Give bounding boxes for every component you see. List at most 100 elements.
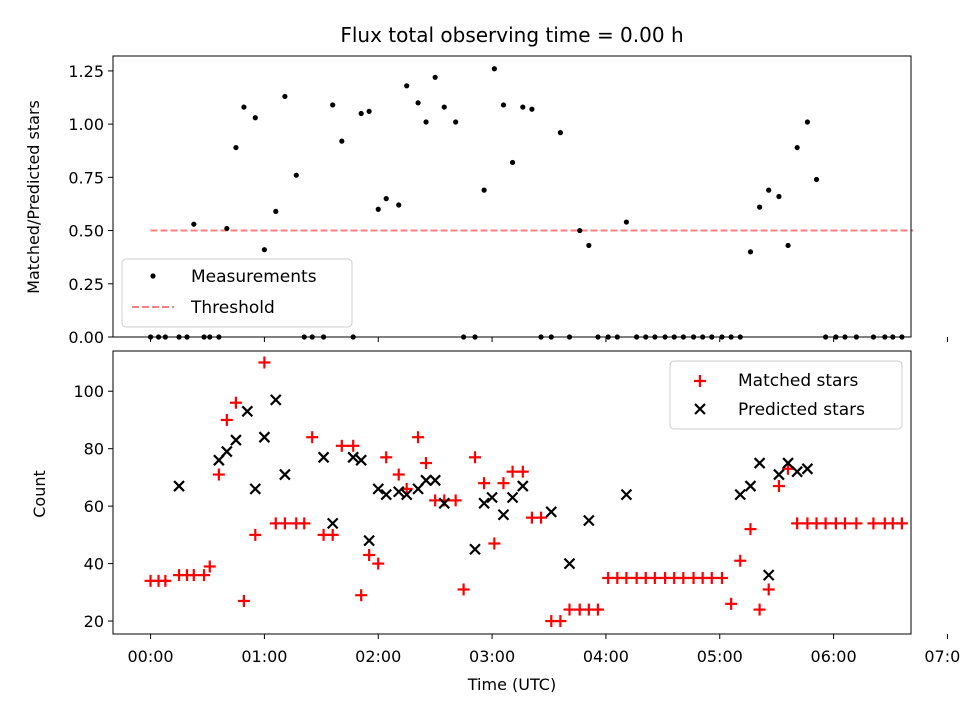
predicted-star-b [762,569,775,581]
predicted-star-marker [762,569,775,581]
predicted-star-b [782,457,794,469]
matched-star-marker [734,554,747,567]
measurement-point [785,242,791,249]
predicted-star-b [249,483,262,495]
ratio-y-axis-label: Matched/Predicted stars [24,100,43,294]
matched-star-marker [819,517,832,530]
measurement-point [481,187,487,193]
measurement-point [804,119,811,125]
predicted-star-b [392,486,405,498]
predicted-star-marker [486,491,498,504]
matched-star-marker [838,517,851,530]
measurement-point [794,144,800,151]
measurement-point [813,176,820,183]
predicted-star-b [420,474,432,487]
matched-star-marker [212,468,225,481]
measurement-point [586,242,592,249]
count-x-tick-label: 00:00 [128,647,174,666]
matched-star-marker [198,569,211,582]
ratio-y-ticks: 0.00 0.25 0.50 0.75 1.00 1.25 [68,62,113,347]
predicted-star-b [317,451,330,464]
legend-predicted-label: Predicted stars [738,400,865,420]
measurement-point [520,104,526,110]
matched-star-marker [258,356,271,369]
ratio-y-tick-label: 0.25 [68,275,104,294]
ratio-y-tick-label: 0.75 [68,168,104,187]
predicted-star-marker [773,468,785,481]
legend-measurements-label: Measurements [191,267,317,287]
ratio-y-tick-label: 0.00 [68,328,104,347]
matched-star-marker [203,560,216,573]
predicted-star-marker [791,465,803,478]
measurement-point [453,119,459,125]
predicted-star-marker [583,514,595,527]
predicted-star-marker [400,488,413,501]
measurement-point [776,193,782,200]
predicted-star-marker [420,474,432,487]
count-x-tick-label: 05:00 [697,647,743,666]
predicted-star-b [469,543,481,556]
count-y-tick-label: 20 [84,612,104,631]
matched-star-marker [380,451,393,464]
predicted-star-marker [249,483,262,495]
matched-star-marker [488,537,501,550]
predicted-star-b [347,451,359,464]
matched-star-marker [363,548,376,561]
matched-star-marker [762,583,775,596]
ratio-panel: Flux total observing time = 0.00 h Match… [24,23,948,347]
predicted-star-marker [355,454,367,466]
measurement-point [441,104,447,110]
matched-star-marker [705,571,718,584]
measurement-point [423,119,429,125]
legend-matched-label: Matched stars [738,371,858,391]
legend-matched-marker [694,375,706,387]
ratio-y-tick-label: 1.00 [68,115,104,134]
count-x-tick-label: 01:00 [241,647,287,666]
predicted-star-b [753,457,766,469]
predicted-star-b [497,508,510,521]
count-y-axis-label: Count [30,470,49,518]
predicted-star-marker [753,457,766,469]
measurement-point [330,102,336,108]
predicted-star-b [506,491,519,504]
ratio-legend-box [121,258,353,328]
count-x-tick-label: 03:00 [469,647,515,666]
matched-star-marker [335,439,348,452]
predicted-star-b [372,483,385,495]
predicted-star-marker [734,488,747,501]
predicted-star-b [400,488,413,501]
matched-star-marker [716,571,729,584]
count-x-tick-label: 07:00 [924,647,960,666]
predicted-star-b [258,431,271,443]
predicted-star-marker [258,431,271,443]
measurement-point [366,108,372,114]
ratio-legend: Measurements Threshold [121,258,353,328]
matched-star-marker [563,603,576,616]
matched-star-marker [159,574,172,587]
measurement-point [339,138,345,144]
count-markers-layer [144,356,908,628]
count-y-ticks: 20 40 60 80 100 [73,382,113,631]
count-x-tick-label: 02:00 [355,647,401,666]
matched-star-marker [497,477,510,490]
matched-star-marker [791,517,804,530]
matched-star-marker [850,517,863,530]
measurement-point [509,159,516,166]
measurement-point [191,221,197,227]
predicted-star-marker [545,506,558,518]
predicted-star-b [438,497,451,510]
predicted-star-b [221,445,233,458]
predicted-star-b [620,488,633,501]
matched-star-marker [237,594,250,607]
measurement-point [293,172,299,178]
predicted-star-b [563,557,576,570]
count-legend-box [669,360,903,430]
predicted-star-b [429,474,441,487]
matched-star-marker [620,571,633,584]
measurement-point [491,66,497,72]
predicted-star-marker [744,480,757,492]
measurement-point [415,100,421,106]
matched-star-marker [355,589,368,602]
